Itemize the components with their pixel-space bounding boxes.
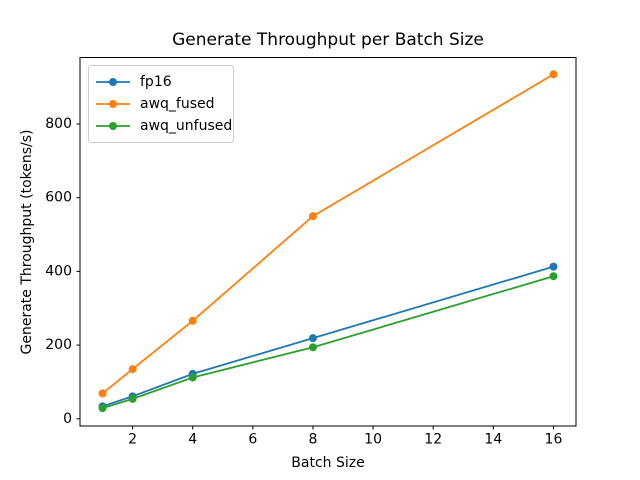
x-tick-label: 8 xyxy=(309,432,318,448)
legend: fp16 awq_fused awq_unfused xyxy=(88,65,234,143)
series-line-awq_unfused xyxy=(102,275,554,409)
series-marker-awq_unfused xyxy=(549,272,558,281)
y-axis-label: Generate Throughput (tokens/s) xyxy=(19,129,35,355)
legend-item-fp16: fp16 xyxy=(96,71,233,93)
y-tick-label: 0 xyxy=(63,411,72,427)
series-marker-awq_fused xyxy=(549,70,558,79)
x-tick-label: 2 xyxy=(128,432,137,448)
x-tick-label: 14 xyxy=(484,432,502,448)
chart-title: Generate Throughput per Batch Size xyxy=(172,30,484,50)
y-tick-label: 200 xyxy=(45,337,72,353)
series-marker-awq_unfused xyxy=(128,394,137,403)
legend-line-marker-icon xyxy=(96,100,130,108)
y-tick-label: 400 xyxy=(45,263,72,279)
legend-label: awq_fused xyxy=(140,96,215,112)
x-tick-label: 4 xyxy=(188,432,197,448)
series-marker-fp16 xyxy=(549,262,558,271)
x-tick-label: 16 xyxy=(545,432,563,448)
series-marker-awq_unfused xyxy=(98,404,107,413)
series-marker-fp16 xyxy=(308,334,317,343)
legend-label: awq_unfused xyxy=(140,118,233,134)
legend-label: fp16 xyxy=(140,74,172,90)
x-axis-label: Batch Size xyxy=(291,455,365,471)
y-tick-label: 800 xyxy=(45,116,72,132)
axes-spines xyxy=(79,57,577,427)
series-marker-awq_fused xyxy=(188,316,197,325)
legend-item-awq_fused: awq_fused xyxy=(96,93,233,115)
series-marker-awq_unfused xyxy=(188,373,197,382)
legend-line-marker-icon xyxy=(96,78,130,86)
x-tick-label: 6 xyxy=(248,432,257,448)
legend-line-marker-icon xyxy=(96,122,130,130)
x-tick-label: 10 xyxy=(364,432,382,448)
series-marker-awq_unfused xyxy=(308,343,317,352)
series-marker-awq_fused xyxy=(308,212,317,221)
series-marker-awq_fused xyxy=(98,389,107,398)
y-tick-label: 600 xyxy=(45,190,72,206)
series-marker-awq_fused xyxy=(128,365,137,374)
legend-item-awq_unfused: awq_unfused xyxy=(96,115,233,137)
x-tick-label: 12 xyxy=(424,432,442,448)
